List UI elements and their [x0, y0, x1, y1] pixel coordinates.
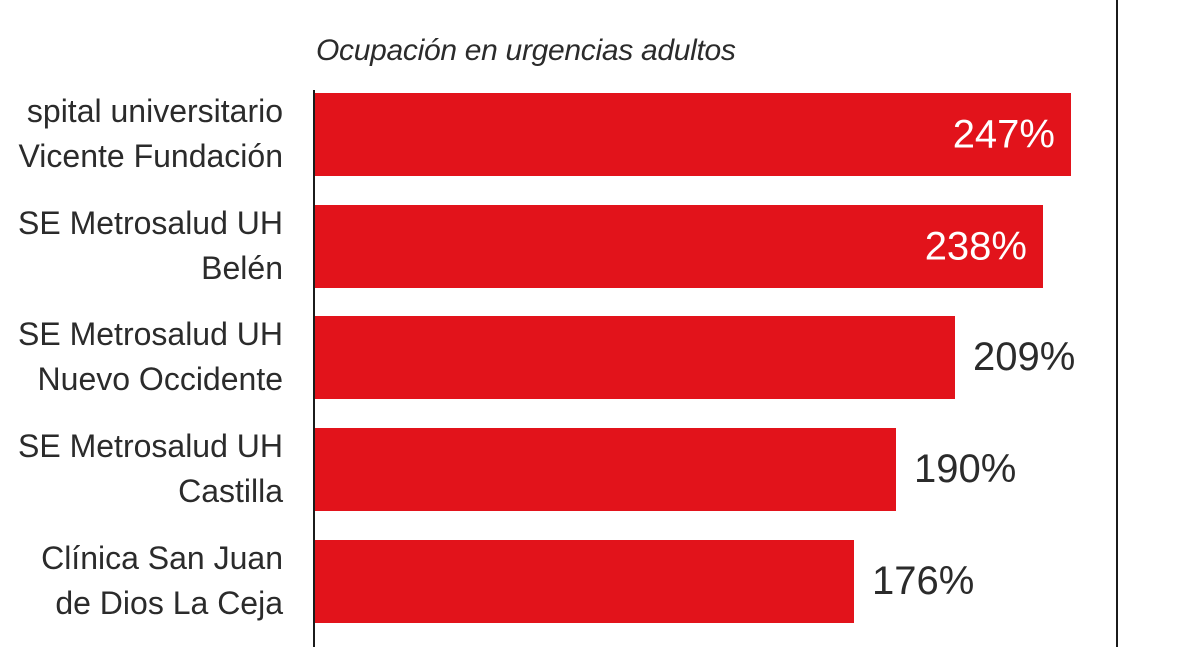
- category-label-line: spital universitario: [26, 93, 283, 129]
- category-label-line: de Dios La Ceja: [55, 585, 283, 621]
- bar-row: 176%: [315, 540, 974, 623]
- category-label-line: Castilla: [178, 473, 283, 509]
- category-label: SE Metrosalud UH Belén: [0, 201, 283, 291]
- bar-row: 247%: [315, 93, 1071, 176]
- category-label: Clínica San Juan de Dios La Ceja: [0, 536, 283, 626]
- bar: 238%: [315, 205, 1043, 288]
- bar: 247%: [315, 93, 1071, 176]
- bar: [315, 540, 854, 623]
- bar-row: 238%: [315, 205, 1043, 288]
- category-label-line: SE Metrosalud UH: [18, 316, 283, 352]
- bar-value-label: 238%: [924, 224, 1027, 268]
- bar-row: 209%: [315, 316, 1075, 399]
- bar-value-label: 190%: [914, 447, 1017, 491]
- category-label: SE Metrosalud UH Castilla: [0, 424, 283, 514]
- category-label: SE Metrosalud UH Nuevo Occidente: [0, 312, 283, 402]
- bar: [315, 428, 896, 511]
- category-label-line: Vicente Fundación: [18, 138, 283, 174]
- category-label-line: Nuevo Occidente: [37, 361, 283, 397]
- bar-value-label: 176%: [872, 559, 975, 603]
- category-label-line: Belén: [201, 250, 283, 286]
- category-label: spital universitario Vicente Fundación: [0, 89, 283, 179]
- bar-value-label: 209%: [973, 335, 1076, 379]
- chart-title: Ocupación en urgencias adultos: [316, 34, 736, 67]
- bar-row: 190%: [315, 428, 1016, 511]
- card-right-border: [1116, 0, 1118, 647]
- category-label-line: SE Metrosalud UH: [18, 205, 283, 241]
- y-axis-line: [313, 90, 315, 647]
- category-label-line: SE Metrosalud UH: [18, 428, 283, 464]
- bar-value-label: 247%: [952, 112, 1055, 156]
- bar: [315, 316, 955, 399]
- category-label-line: Clínica San Juan: [41, 540, 283, 576]
